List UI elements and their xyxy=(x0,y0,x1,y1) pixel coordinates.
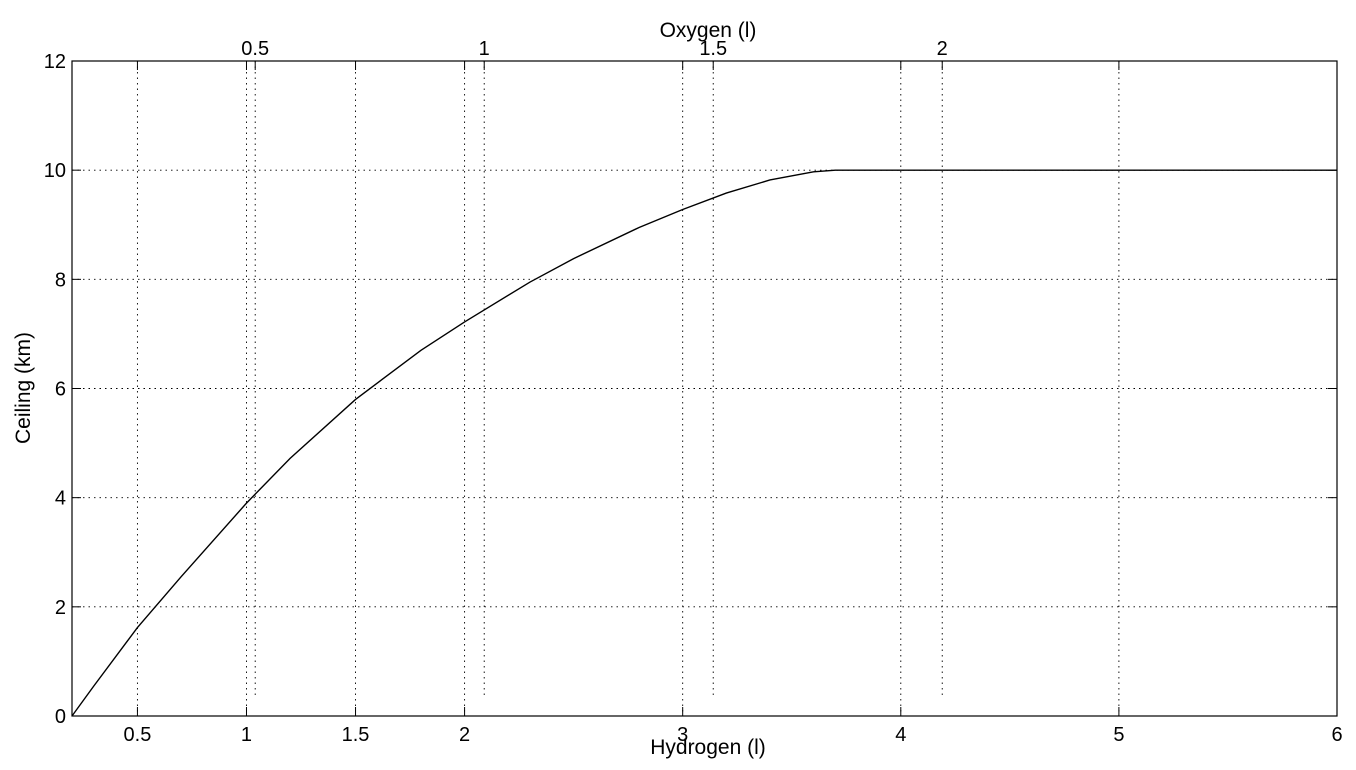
tick-layer xyxy=(72,60,1338,717)
grid-layer xyxy=(72,61,1337,716)
x-tick-label: 3 xyxy=(677,724,688,746)
y-tick-label: 4 xyxy=(55,488,66,510)
x2-tick-label: 1.5 xyxy=(699,38,727,60)
x-tick-label: 4 xyxy=(895,724,906,746)
y-tick-label: 6 xyxy=(55,379,66,401)
y-tick-label: 12 xyxy=(44,51,66,73)
x2-axis-title: Oxygen (l) xyxy=(660,19,757,42)
x-tick-label: 0.5 xyxy=(124,724,152,746)
y-axis-title: Ceiling (km) xyxy=(12,332,35,444)
x-tick-label: 1.5 xyxy=(342,724,370,746)
x-axis-title: Hydrogen (l) xyxy=(650,736,766,759)
x2-tick-label: 0.5 xyxy=(241,38,269,60)
x-tick-label: 5 xyxy=(1113,724,1124,746)
label-layer: 0.5 1 1.5 2 3 4 5 6 0.5 1 1.5 2 0 2 4 6 8 10 12 xyxy=(44,38,1343,746)
x-tick-label: 2 xyxy=(459,724,470,746)
y-tick-label: 0 xyxy=(55,706,66,728)
series-line xyxy=(71,169,1337,717)
x2-tick-label: 1 xyxy=(479,38,490,60)
x-tick-label: 6 xyxy=(1331,724,1342,746)
x2-tick-label: 2 xyxy=(937,38,948,60)
y-tick-label: 10 xyxy=(44,160,66,182)
y-tick-label: 2 xyxy=(55,597,66,619)
x-tick-label: 1 xyxy=(241,724,252,746)
y-tick-label: 8 xyxy=(55,269,66,291)
